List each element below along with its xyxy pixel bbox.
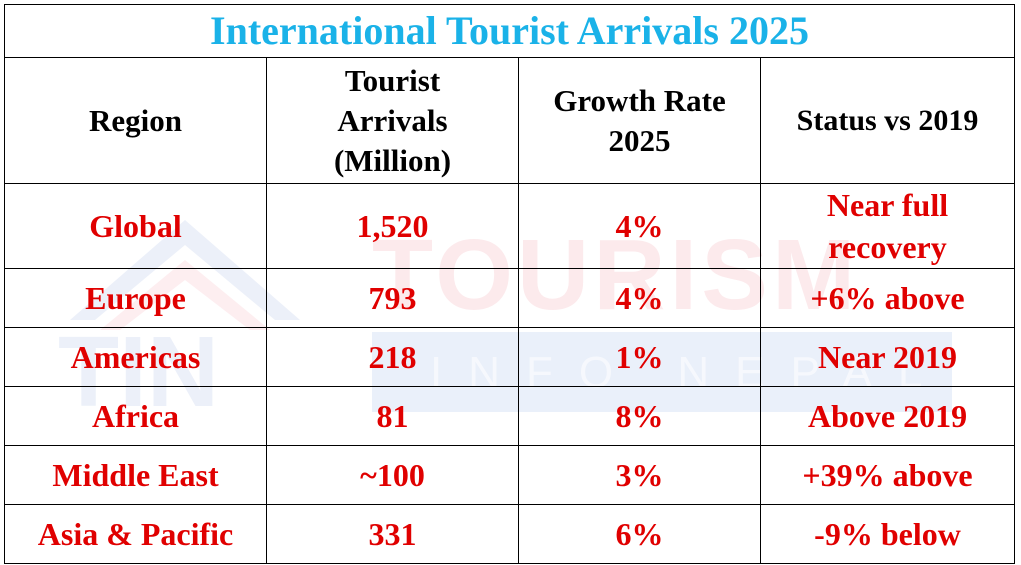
cell-growth: 1% — [518, 327, 761, 387]
table-row: Europe 793 4% +6% above — [4, 268, 1016, 328]
cell-status: -9% below — [759, 504, 1016, 564]
cell-growth: 4% — [518, 268, 761, 328]
header-status: Status vs 2019 — [759, 57, 1016, 184]
table-row: Middle East ~100 3% +39% above — [4, 445, 1016, 505]
header-growth-line1: Growth Rate — [553, 82, 726, 118]
cell-arrivals: 331 — [266, 504, 519, 564]
cell-growth: 3% — [518, 445, 761, 505]
cell-region: Middle East — [4, 445, 267, 505]
header-arrivals-line1: Tourist — [344, 62, 441, 98]
cell-status-line1: Near full — [826, 187, 949, 223]
header-growth-line2: 2025 — [608, 122, 671, 158]
table-row: Asia & Pacific 331 6% -9% below — [4, 504, 1016, 564]
header-region: Region — [4, 57, 267, 184]
table-row: Americas 218 1% Near 2019 — [4, 327, 1016, 387]
cell-growth: 6% — [518, 504, 761, 564]
cell-status: Near 2019 — [759, 327, 1016, 387]
table-row: Africa 81 8% Above 2019 — [4, 386, 1016, 446]
cell-region: Europe — [4, 268, 267, 328]
cell-arrivals: ~100 — [266, 445, 519, 505]
header-arrivals-line3: (Million) — [333, 142, 452, 178]
cell-status: Near full recovery — [759, 183, 1016, 269]
cell-region: Americas — [4, 327, 267, 387]
cell-region: Asia & Pacific — [4, 504, 267, 564]
cell-arrivals: 1,520 — [266, 183, 519, 269]
table-title: International Tourist Arrivals 2025 — [3, 4, 1016, 58]
arrivals-table: International Tourist Arrivals 2025 Regi… — [3, 4, 1016, 564]
table-row: Global 1,520 4% Near full recovery — [4, 183, 1016, 269]
cell-arrivals: 793 — [266, 268, 519, 328]
cell-status: +39% above — [759, 445, 1016, 505]
cell-status: +6% above — [759, 268, 1016, 328]
cell-arrivals: 81 — [266, 386, 519, 446]
cell-growth: 4% — [518, 183, 761, 269]
cell-growth: 8% — [518, 386, 761, 446]
header-arrivals: Tourist Arrivals (Million) — [266, 57, 519, 184]
cell-region: Global — [4, 183, 267, 269]
header-growth: Growth Rate 2025 — [518, 57, 761, 184]
cell-region: Africa — [4, 386, 267, 446]
cell-status: Above 2019 — [759, 386, 1016, 446]
cell-status-line2: recovery — [828, 229, 947, 265]
cell-arrivals: 218 — [266, 327, 519, 387]
header-arrivals-line2: Arrivals — [337, 102, 448, 138]
